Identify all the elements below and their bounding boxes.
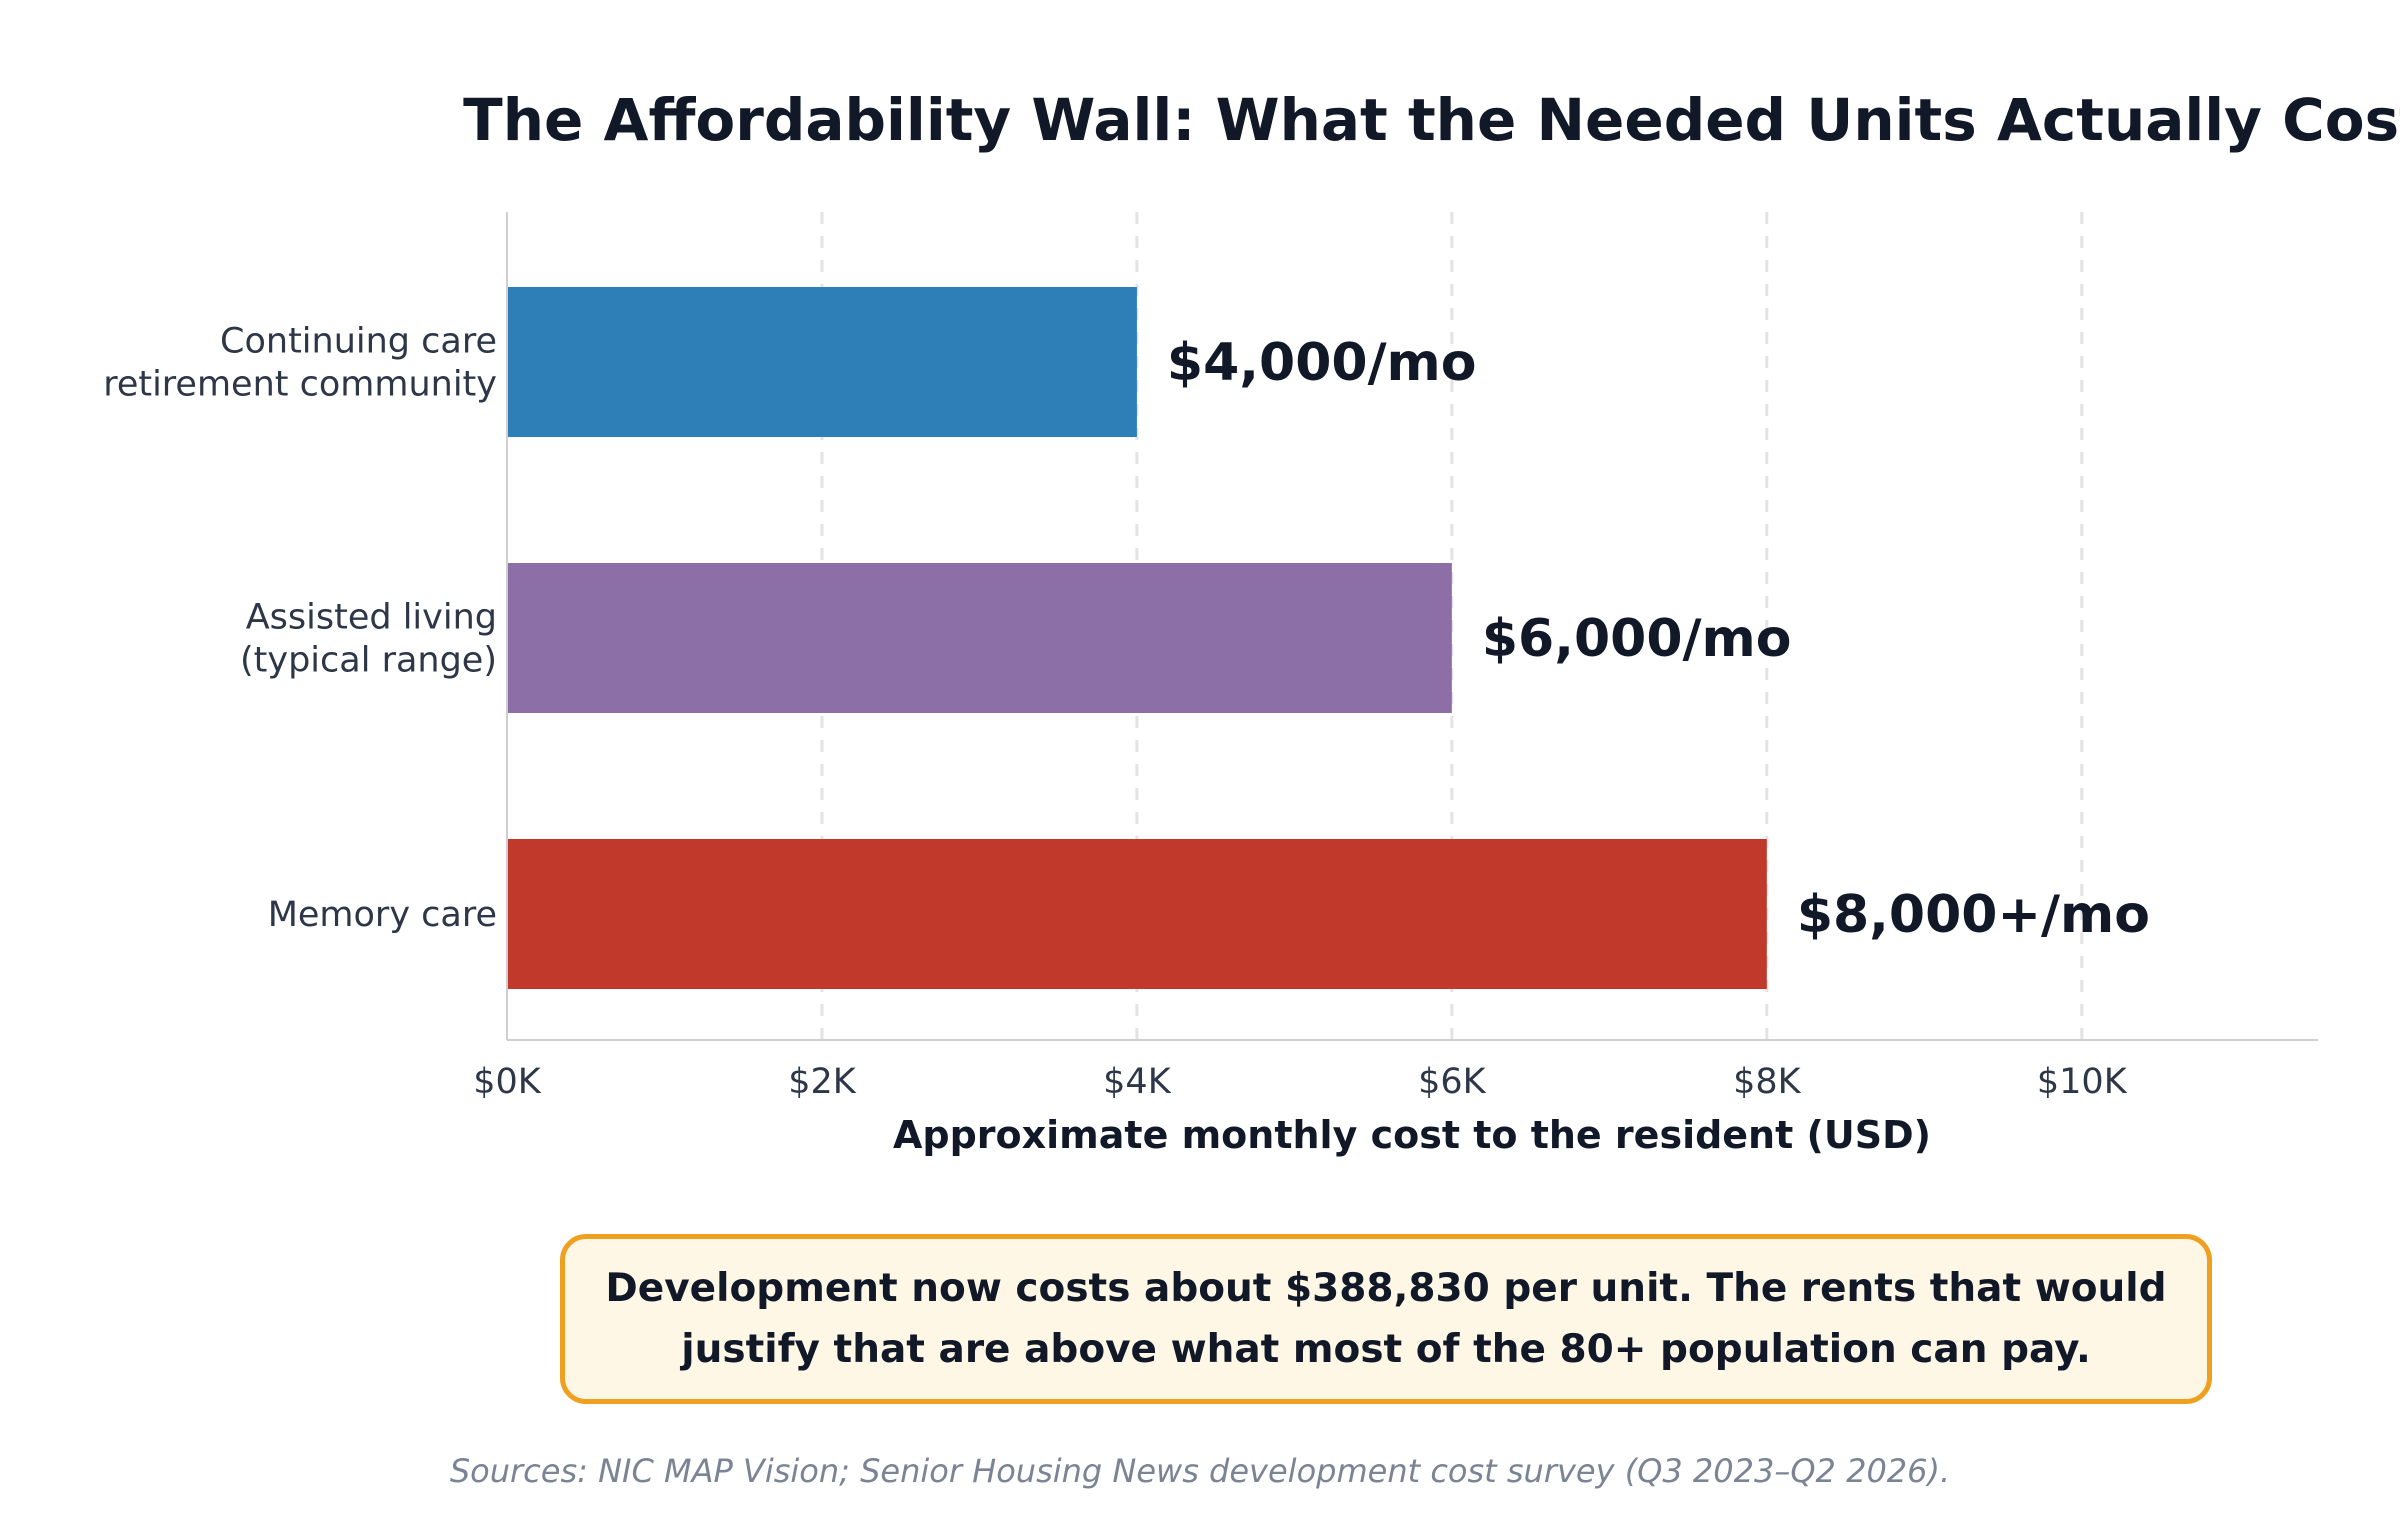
y-category-label: Assisted living (typical range) <box>240 598 497 681</box>
callout-line: justify that are above what most of the … <box>681 1327 2091 1372</box>
y-category-label: Continuing care retirement community <box>103 322 497 405</box>
y-category-label-line: Memory care <box>268 895 497 935</box>
x-tick-label: $8K <box>1733 1062 1802 1102</box>
callout-box: Development now costs about $388,830 per… <box>560 1234 2212 1404</box>
bars: $4,000/mo $6,000/mo $8,000+/mo <box>507 287 2150 989</box>
y-category-label-line: Continuing care <box>220 322 497 362</box>
x-tick-label: $0K <box>473 1062 542 1102</box>
bar-value-label: $8,000+/mo <box>1797 885 2150 945</box>
x-tick-label: $4K <box>1103 1062 1172 1102</box>
y-category-label-line: Assisted living <box>246 598 497 638</box>
axes: $0K $2K $4K $6K $8K $10K Continuing care retire… <box>103 212 2318 1102</box>
bar <box>507 287 1137 437</box>
chart-title: The Affordability Wall: What the Needed … <box>463 86 2400 154</box>
x-axis-label: Approximate monthly cost to the resident… <box>893 1113 1931 1157</box>
callout-text: Development now costs about $388,830 per… <box>605 1258 2166 1380</box>
bar <box>507 563 1452 713</box>
bar-value-label: $6,000/mo <box>1482 609 1792 669</box>
callout-line: Development now costs about $388,830 per… <box>605 1266 2167 1311</box>
x-tick-label: $2K <box>788 1062 857 1102</box>
source-note: Sources: NIC MAP Vision; Senior Housing … <box>449 1452 1951 1490</box>
y-category-label-line: (typical range) <box>240 641 497 681</box>
y-category-label-line: retirement community <box>103 365 497 405</box>
x-tick-label: $6K <box>1418 1062 1487 1102</box>
bar-value-label: $4,000/mo <box>1167 333 1477 393</box>
bar <box>507 839 1767 989</box>
y-category-label: Memory care <box>268 895 497 935</box>
x-tick-label: $10K <box>2037 1062 2128 1102</box>
